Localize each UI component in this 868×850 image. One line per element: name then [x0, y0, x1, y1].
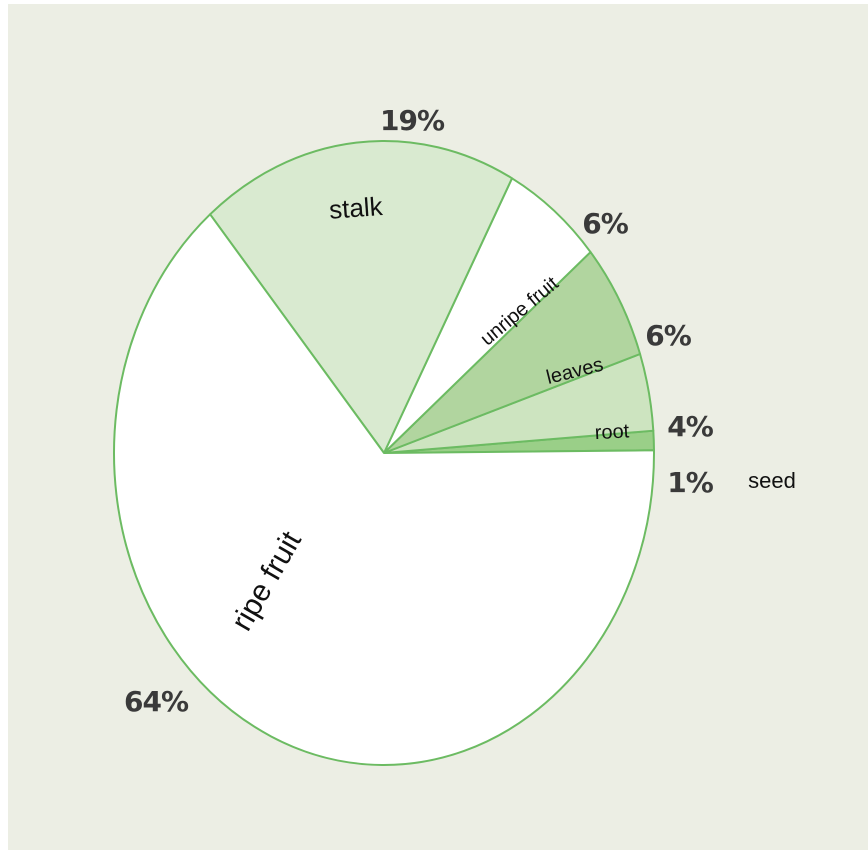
percent-label-unripe-fruit: 6%	[582, 207, 628, 240]
slice-label-root: root	[594, 420, 630, 444]
percent-label-stalk: 19%	[380, 104, 445, 137]
percent-labels: 1% 4% 6% 6% 19% 64%	[124, 104, 715, 718]
slice-label-seed: seed	[748, 468, 796, 493]
slice-label-stalk: stalk	[328, 191, 384, 225]
pie-slices	[113, 140, 655, 766]
percent-label-seed: 1%	[667, 466, 713, 499]
percent-label-leaves: 6%	[645, 319, 691, 352]
pie-slice-ripe-fruit	[113, 213, 655, 766]
percent-label-root: 4%	[667, 410, 713, 443]
percent-label-ripe-fruit: 64%	[124, 685, 189, 718]
pie-slice-stalk	[209, 140, 513, 454]
